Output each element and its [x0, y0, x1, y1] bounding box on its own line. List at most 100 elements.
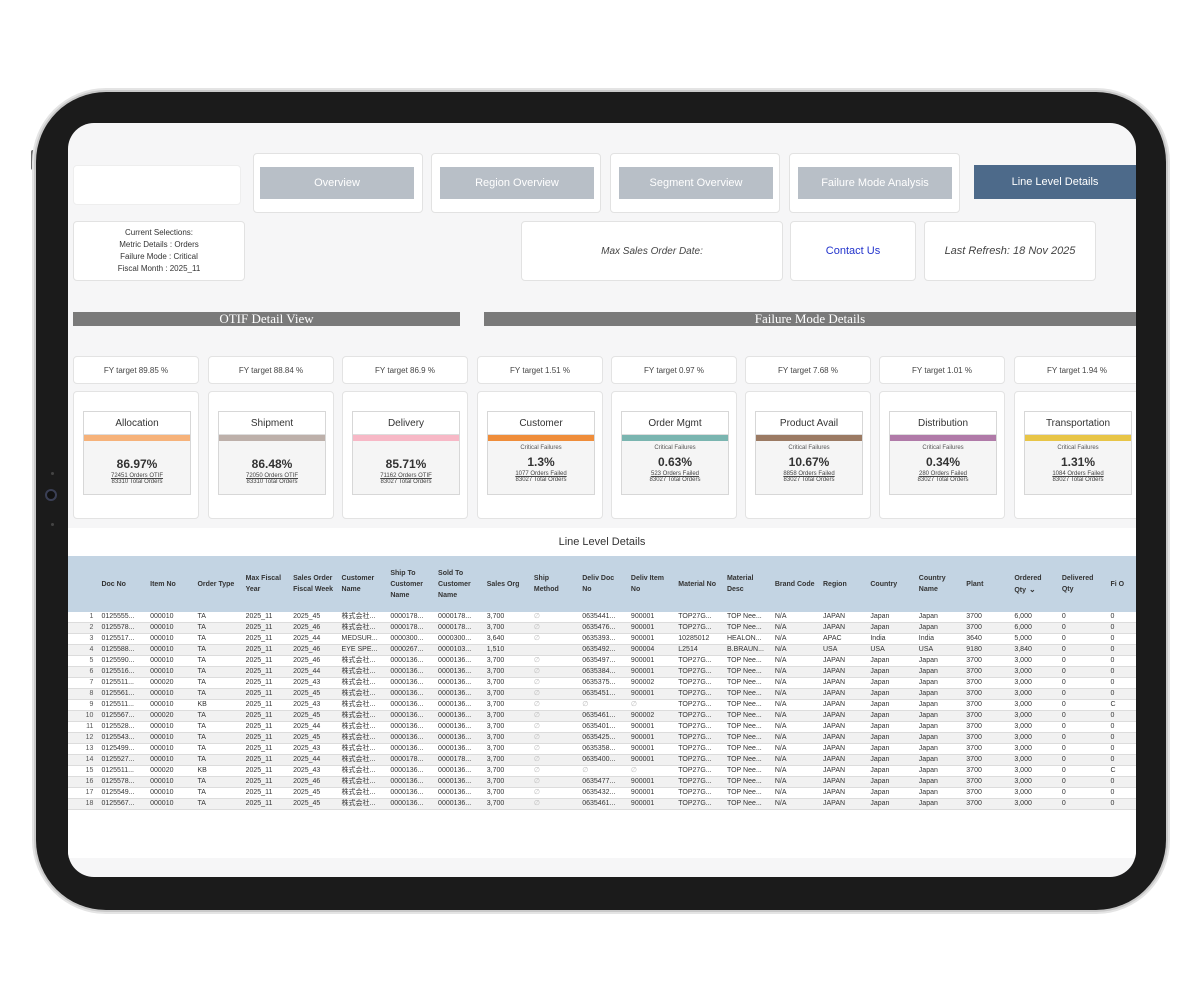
- table-cell: 0000103...: [434, 644, 483, 656]
- table-cell: ∅: [626, 699, 675, 711]
- table-cell: USA: [866, 644, 915, 656]
- metric-card-delivery[interactable]: Delivery 85.71% 71162 Orders OTIF 83027 Tot…: [342, 391, 468, 519]
- contact-us-link[interactable]: Contact Us: [790, 221, 916, 281]
- column-header[interactable]: Sold To Customer Name: [434, 556, 483, 612]
- table-cell: TOP Nee...: [722, 787, 771, 799]
- column-header[interactable]: Material No: [674, 556, 723, 612]
- column-header[interactable]: Doc No: [97, 556, 147, 612]
- table-cell: 0635461...: [578, 798, 627, 810]
- table-row[interactable]: 5 0125590... 000010 TA 2025_11 2025_46 株式会社...…: [68, 655, 1136, 667]
- metric-card-transportation[interactable]: Transportation Critical Failures 1.31% 1084…: [1014, 391, 1136, 519]
- metric-orders-link[interactable]: 8858 Orders Failed: [783, 471, 835, 477]
- metric-card-customer[interactable]: Customer Critical Failures 1.3% 1077 Orders…: [477, 391, 603, 519]
- column-header[interactable]: Ship Method: [529, 556, 579, 612]
- table-cell: 2025_43: [289, 699, 338, 711]
- table-cell: N/A: [770, 677, 819, 689]
- table-cell: 3,000: [1010, 798, 1058, 810]
- table-row[interactable]: 12 0125543... 000010 TA 2025_11 2025_45 株式会社..…: [68, 732, 1136, 744]
- chevron-down-icon[interactable]: ⌄: [1029, 584, 1036, 594]
- column-header[interactable]: Sales Order Fiscal Week: [289, 556, 338, 612]
- table-cell: ∅: [529, 699, 579, 711]
- fy-target: FY target 86.9 %: [342, 356, 468, 384]
- column-header[interactable]: Brand Code: [770, 556, 819, 612]
- table-cell: N/A: [770, 622, 819, 634]
- column-header[interactable]: Max Fiscal Year: [241, 556, 290, 612]
- column-header[interactable]: Fi O: [1106, 556, 1136, 612]
- table-cell: Japan: [866, 699, 915, 711]
- metric-card-shipment[interactable]: Shipment 86.48% 72050 Orders OTIF 83310 Tot…: [208, 391, 334, 519]
- metric-color-bar: [622, 435, 728, 441]
- table-cell: 3,700: [482, 743, 530, 755]
- table-cell: JAPAN: [819, 754, 867, 766]
- line-level-table-container[interactable]: Doc No Item No Order Type Max Fiscal Year Sa…: [68, 556, 1136, 858]
- column-header[interactable]: Deliv Item No: [626, 556, 675, 612]
- metric-card-distribution[interactable]: Distribution Critical Failures 0.34% 280 Or…: [879, 391, 1005, 519]
- column-header[interactable]: Country: [866, 556, 915, 612]
- table-row[interactable]: 16 0125578... 000010 TA 2025_11 2025_46 株式会社..…: [68, 776, 1136, 788]
- tab-segment-overview[interactable]: Segment Overview: [619, 167, 773, 199]
- table-cell: 0: [1106, 655, 1136, 667]
- table-row[interactable]: 2 0125578... 000010 TA 2025_11 2025_46 株式会社...…: [68, 622, 1136, 634]
- table-row[interactable]: 4 0125588... 000010 TA 2025_11 2025_46 EYE SPE…: [68, 644, 1136, 656]
- table-cell: 2025_44: [289, 754, 338, 766]
- metric-orders-link[interactable]: 1084 Orders Failed: [1052, 471, 1104, 477]
- table-row[interactable]: 1 0125555... 000010 TA 2025_11 2025_45 株式会社...…: [68, 612, 1136, 623]
- table-row[interactable]: 10 0125567... 000020 TA 2025_11 2025_45 株式会社..…: [68, 710, 1136, 722]
- table-cell: 3,000: [1010, 710, 1058, 722]
- column-header[interactable]: Deliv Doc No: [578, 556, 627, 612]
- column-header[interactable]: Material Desc: [722, 556, 771, 612]
- table-row[interactable]: 11 0125528... 000010 TA 2025_11 2025_44 株式会社..…: [68, 721, 1136, 733]
- metric-subtitle: Critical Failures: [788, 445, 830, 451]
- column-header[interactable]: Sales Org: [482, 556, 530, 612]
- metric-card-allocation[interactable]: Allocation 86.97% 72451 Orders OTIF 83310 T…: [73, 391, 199, 519]
- metric-orders-link[interactable]: 523 Orders Failed: [650, 471, 700, 477]
- table-row[interactable]: 15 0125511... 000020 KB 2025_11 2025_43 株式会社..…: [68, 765, 1136, 777]
- column-header[interactable]: Customer Name: [337, 556, 387, 612]
- table-row[interactable]: 13 0125499... 000010 TA 2025_11 2025_43 株式会社..…: [68, 743, 1136, 755]
- column-header[interactable]: Order Type: [193, 556, 242, 612]
- row-number: 4: [68, 644, 98, 656]
- column-header[interactable]: Ship To Customer Name: [386, 556, 435, 612]
- metric-orders-link[interactable]: 72050 Orders OTIF: [245, 473, 299, 479]
- metric-card-product-avail[interactable]: Product Avail Critical Failures 10.67% 8858…: [745, 391, 871, 519]
- table-cell: APAC: [819, 633, 867, 645]
- table-row[interactable]: 7 0125511... 000020 TA 2025_11 2025_43 株式会社...…: [68, 677, 1136, 689]
- column-header-label: Material Desc: [726, 575, 754, 593]
- table-row[interactable]: 14 0125527... 000010 TA 2025_11 2025_44 株式会社..…: [68, 754, 1136, 766]
- table-row[interactable]: 17 0125549... 000010 TA 2025_11 2025_45 株式会社..…: [68, 787, 1136, 799]
- table-cell: 3700: [962, 787, 1011, 799]
- nav-card: Region Overview: [431, 153, 601, 213]
- table-row[interactable]: 6 0125516... 000010 TA 2025_11 2025_44 株式会社...…: [68, 666, 1136, 678]
- tab-overview[interactable]: Overview: [260, 167, 414, 199]
- metric-orders-link[interactable]: 72451 Orders OTIF: [110, 473, 164, 479]
- column-header[interactable]: Country Name: [914, 556, 963, 612]
- table-cell: TA: [193, 787, 242, 799]
- metric-orders-link[interactable]: 280 Orders Failed: [918, 471, 968, 477]
- table-cell: ∅: [578, 699, 627, 711]
- table-cell: 900002: [626, 710, 675, 722]
- tab-failure-mode-analysis[interactable]: Failure Mode Analysis: [798, 167, 952, 199]
- tab-region-overview[interactable]: Region Overview: [440, 167, 594, 199]
- table-cell: 0000300...: [386, 633, 435, 645]
- column-header[interactable]: Delivered Qty: [1057, 556, 1107, 612]
- table-row[interactable]: 8 0125561... 000010 TA 2025_11 2025_45 株式会社...…: [68, 688, 1136, 700]
- column-header[interactable]: Ordered Qty ⌄: [1010, 556, 1058, 612]
- table-row[interactable]: 9 0125511... 000010 KB 2025_11 2025_43 株式会社...…: [68, 699, 1136, 711]
- table-cell: 0125561...: [97, 688, 147, 700]
- column-header[interactable]: Region: [819, 556, 867, 612]
- tab-line-level-details[interactable]: Line Level Details: [974, 165, 1136, 199]
- metric-orders-link[interactable]: 1077 Orders Failed: [515, 471, 567, 477]
- column-header[interactable]: Plant: [962, 556, 1011, 612]
- table-row[interactable]: 3 0125517... 000010 TA 2025_11 2025_44 MEDSUR.…: [68, 633, 1136, 645]
- table-cell: 900001: [626, 612, 675, 623]
- table-cell: 3,700: [482, 612, 530, 623]
- column-header[interactable]: [68, 556, 98, 612]
- column-header[interactable]: Item No: [146, 556, 194, 612]
- table-cell: 0: [1106, 622, 1136, 634]
- table-row[interactable]: 18 0125567... 000010 TA 2025_11 2025_45 株式会社..…: [68, 798, 1136, 810]
- table-cell: 0000136...: [386, 787, 435, 799]
- table-cell: 2025_11: [241, 710, 290, 722]
- metric-orders-link[interactable]: 71162 Orders OTIF: [380, 473, 432, 479]
- table-cell: 0000136...: [434, 699, 483, 711]
- metric-card-order-mgmt[interactable]: Order Mgmt Critical Failures 0.63% 523 Orde…: [611, 391, 737, 519]
